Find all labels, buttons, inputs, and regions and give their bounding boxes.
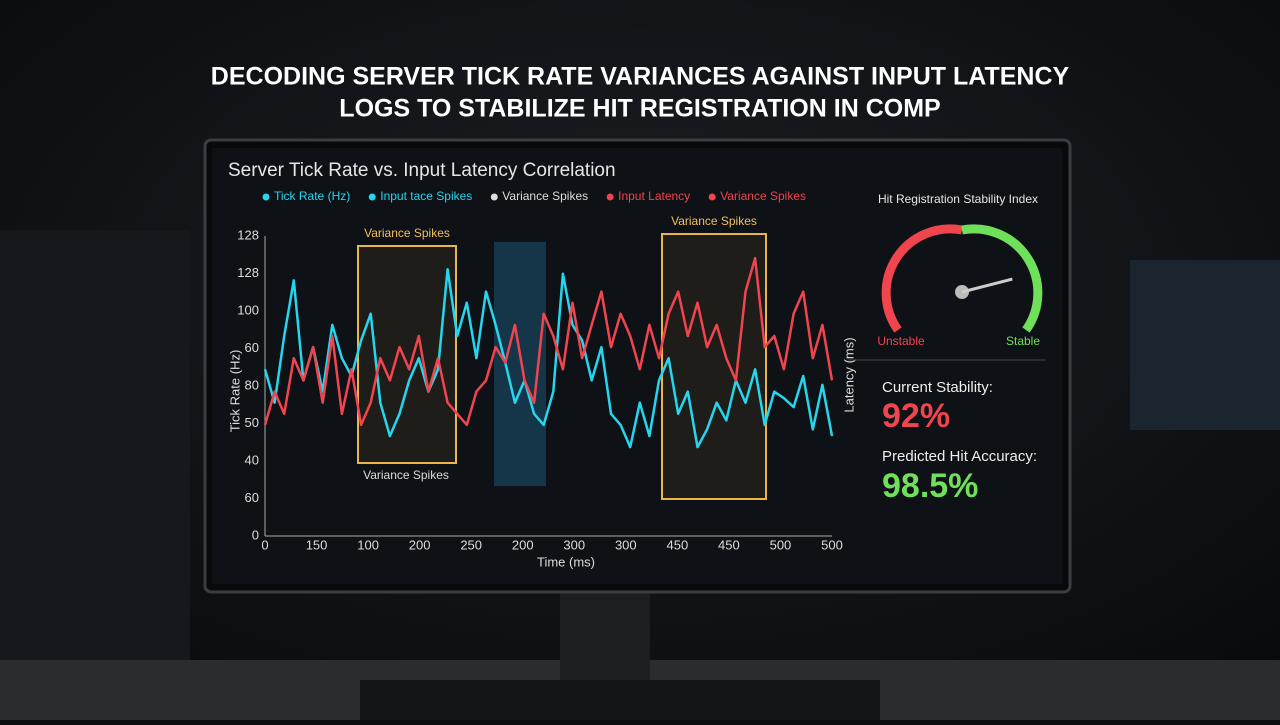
stat-value: 92%	[882, 397, 950, 435]
gauge-low: Unstable	[877, 334, 925, 348]
x-tick-label: 0	[261, 537, 268, 552]
side-monitor	[1130, 260, 1280, 430]
stat-label: Predicted Hit Accuracy:	[882, 448, 1037, 465]
x-tick-label: 500	[770, 537, 792, 552]
x-tick-label: 200	[512, 537, 534, 552]
x-tick-label: 500	[821, 537, 843, 552]
annotation: Variance Spikes	[363, 468, 449, 482]
x-tick-label: 100	[357, 537, 379, 552]
x-tick-label: 150	[306, 537, 328, 552]
headline: DECODING SERVER TICK RATE VARIANCES AGAI…	[211, 63, 1070, 91]
gauge-arc	[961, 224, 1043, 333]
y-tick-label: 80	[245, 377, 259, 392]
headline: LOGS TO STABILIZE HIT REGISTRATION IN CO…	[339, 95, 940, 123]
series-line	[263, 268, 834, 449]
legend-swatch	[490, 193, 498, 201]
stat-value: 98.5%	[882, 467, 978, 505]
y-axis-label: Tick Rate (Hz)	[227, 350, 242, 433]
y-tick-label: 128	[237, 227, 259, 242]
stat-label: Current Stability:	[882, 379, 993, 396]
variance-box	[357, 245, 457, 464]
legend-label: Tick Rate (Hz)	[274, 189, 350, 203]
screen	[212, 148, 1062, 584]
legend-swatch	[262, 193, 270, 201]
x-tick-label: 450	[718, 537, 740, 552]
annotation: Variance Spikes	[364, 226, 450, 240]
gauge-title: Hit Registration Stability Index	[878, 192, 1038, 206]
gauge-high: Stable	[1006, 334, 1040, 348]
stand	[560, 590, 650, 680]
y-tick-label: 100	[237, 302, 259, 317]
server-rack	[0, 230, 190, 690]
legend-swatch	[606, 193, 614, 201]
gauge-arc	[881, 224, 963, 333]
legend-swatch	[368, 193, 376, 201]
y-tick-label: 128	[237, 265, 259, 280]
annotation: Variance Spikes	[671, 214, 757, 228]
y-tick-label: 50	[245, 415, 259, 430]
y-tick-label: 60	[245, 340, 259, 355]
series-line	[263, 256, 834, 427]
legend-label: Input Latency	[618, 189, 690, 203]
x-tick-label: 300	[615, 537, 637, 552]
y-tick-label: 40	[245, 452, 259, 467]
y-tick-label: 0	[252, 527, 259, 542]
x-tick-label: 300	[563, 537, 585, 552]
x-tick-label: 250	[460, 537, 482, 552]
legend-swatch	[708, 193, 716, 201]
keyboard	[360, 680, 880, 720]
x-tick-label: 450	[667, 537, 689, 552]
chart-title: Server Tick Rate vs. Input Latency Corre…	[228, 160, 616, 181]
legend-label: Input tace Spikes	[380, 189, 472, 203]
y-tick-label: 60	[245, 490, 259, 505]
legend-label: Variance Spikes	[502, 189, 588, 203]
x-axis-label: Time (ms)	[537, 554, 595, 569]
legend-label: Variance Spikes	[720, 189, 806, 203]
y2-axis-label: Latency (ms)	[841, 337, 856, 412]
x-tick-label: 200	[409, 537, 431, 552]
gauge-needle	[961, 277, 1013, 294]
